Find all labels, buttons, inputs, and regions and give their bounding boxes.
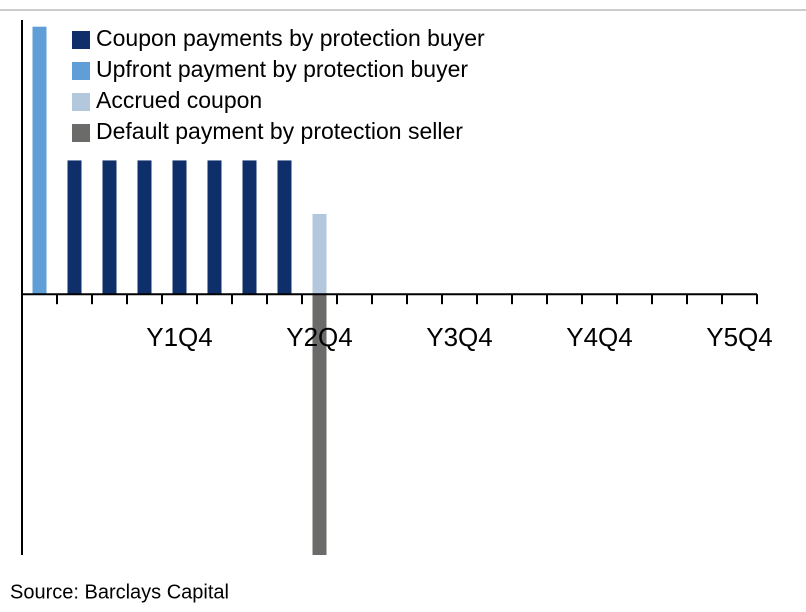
x-tick-label: Y4Q4 <box>566 322 633 352</box>
x-tick-label: Y5Q4 <box>706 322 773 352</box>
legend-swatch <box>72 62 90 80</box>
bar <box>312 294 327 555</box>
legend-swatch <box>72 31 90 49</box>
bar <box>137 160 152 295</box>
bar <box>32 26 47 295</box>
legend-label: Default payment by protection seller <box>96 118 463 144</box>
bar <box>242 160 257 295</box>
bar <box>277 160 292 295</box>
legend-label: Upfront payment by protection buyer <box>96 56 468 82</box>
x-tick-label: Y1Q4 <box>146 322 213 352</box>
x-tick-label: Y2Q4 <box>286 322 353 352</box>
source: Source: Barclays Capital <box>10 581 229 603</box>
legend-swatch <box>72 93 90 111</box>
x-tick-label: Y3Q4 <box>426 322 493 352</box>
legend-label: Coupon payments by protection buyer <box>96 25 485 51</box>
bar <box>102 160 117 295</box>
bar <box>312 213 327 295</box>
legend-swatch <box>72 124 90 142</box>
bar <box>172 160 187 295</box>
bar <box>67 160 82 295</box>
bar <box>207 160 222 295</box>
legend-label: Accrued coupon <box>96 87 262 113</box>
